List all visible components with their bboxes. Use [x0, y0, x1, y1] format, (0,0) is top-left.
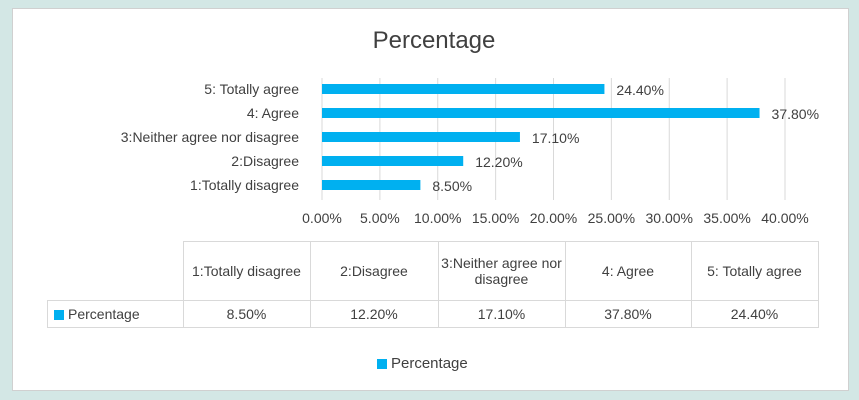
- bar: [322, 108, 760, 118]
- x-tick-label: 20.00%: [530, 210, 577, 226]
- table-cell: 24.40%: [690, 300, 819, 328]
- legend: Percentage: [377, 355, 468, 372]
- bar: [322, 180, 421, 190]
- table-row-label: Percentage: [47, 300, 184, 328]
- bar: [322, 132, 520, 142]
- row-label-text: Percentage: [68, 306, 140, 322]
- bar: [322, 84, 605, 94]
- data-label: 37.80%: [772, 106, 819, 122]
- data-label: 24.40%: [616, 82, 663, 98]
- x-tick-label: 15.00%: [472, 210, 519, 226]
- category-label: 5: Totally agree: [204, 81, 299, 97]
- category-label: 1:Totally disagree: [190, 177, 299, 193]
- x-tick-label: 40.00%: [761, 210, 808, 226]
- legend-swatch: [377, 359, 387, 369]
- x-tick-label: 30.00%: [646, 210, 693, 226]
- table-header: 1:Totally disagree: [182, 241, 311, 301]
- data-table: 1:Totally disagree 2:Disagree 3:Neither …: [47, 241, 819, 328]
- data-label: 17.10%: [532, 130, 579, 146]
- category-label: 4: Agree: [247, 105, 299, 121]
- table-header: 2:Disagree: [309, 241, 439, 301]
- table-corner: [47, 241, 184, 301]
- legend-swatch: [54, 310, 64, 320]
- table-header: 5: Totally agree: [690, 241, 819, 301]
- table-header: 3:Neither agree nor disagree: [437, 241, 566, 301]
- table-cell: 8.50%: [182, 300, 311, 328]
- table-cell: 37.80%: [564, 300, 692, 328]
- bar: [322, 156, 464, 166]
- x-tick-label: 35.00%: [703, 210, 750, 226]
- chart-title: Percentage: [373, 27, 496, 54]
- bar-chart: Percentage 8.50%12.20% 17.10% 37.80% 24.40%…: [121, 27, 819, 226]
- data-label: 12.20%: [475, 154, 522, 170]
- table-cell: 17.10%: [437, 300, 566, 328]
- category-label: 3:Neither agree nor disagree: [121, 129, 299, 145]
- category-label: 2:Disagree: [231, 153, 299, 169]
- legend-label: Percentage: [391, 355, 468, 372]
- x-tick-label: 0.00%: [302, 210, 342, 226]
- x-tick-label: 5.00%: [360, 210, 400, 226]
- x-tick-label: 25.00%: [588, 210, 635, 226]
- data-label: 8.50%: [432, 178, 472, 194]
- table-cell: 12.20%: [309, 300, 439, 328]
- x-tick-label: 10.00%: [414, 210, 461, 226]
- table-header: 4: Agree: [564, 241, 692, 301]
